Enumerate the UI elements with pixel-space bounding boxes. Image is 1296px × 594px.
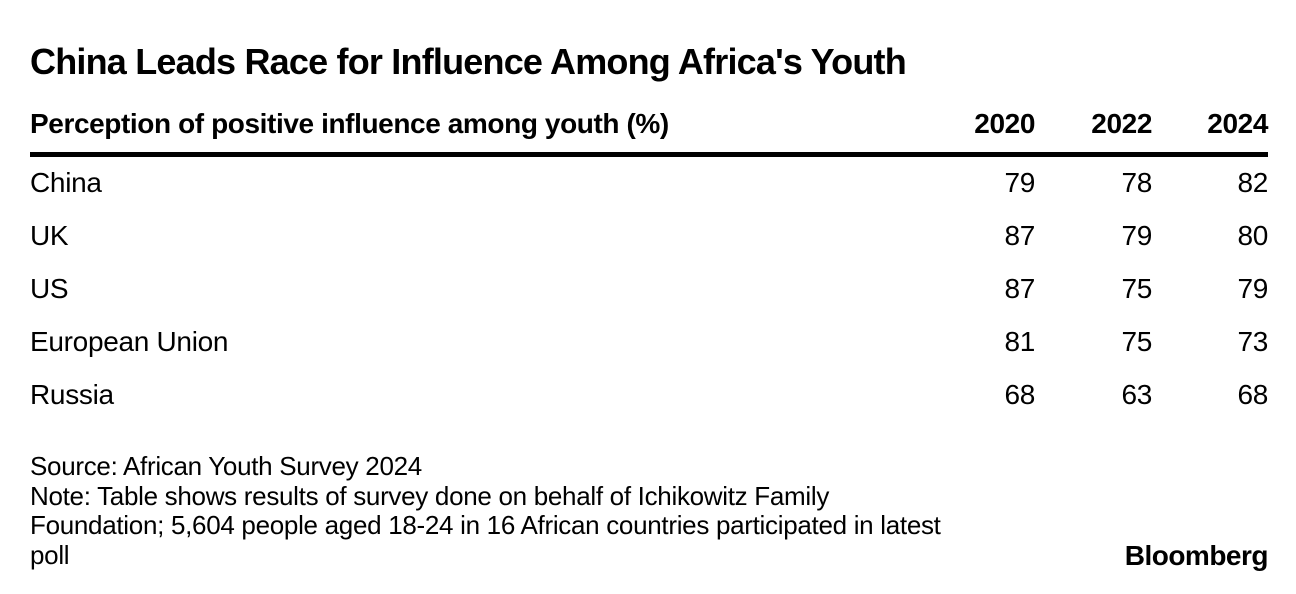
cell-2024: 68 bbox=[1237, 379, 1268, 410]
cell-2020: 87 bbox=[1004, 273, 1035, 304]
table-row-european-union: European Union 81 75 73 bbox=[30, 316, 1268, 369]
row-label: UK bbox=[30, 220, 69, 251]
cell-2024: 82 bbox=[1237, 167, 1268, 198]
cell-2022: 75 bbox=[1121, 326, 1152, 357]
note-text: Note: Table shows results of survey done… bbox=[30, 480, 1268, 571]
footer: Source: African Youth Survey 2024 Note: … bbox=[30, 451, 1268, 571]
table-body: China 79 78 82 UK 87 79 80 US 87 75 79 E… bbox=[30, 157, 1268, 422]
table-header-row: Perception of positive influence among y… bbox=[30, 110, 1268, 157]
table-row-china: China 79 78 82 bbox=[30, 157, 1268, 210]
cell-2024: 80 bbox=[1237, 220, 1268, 251]
column-header-2022: 2022 bbox=[1091, 108, 1152, 139]
cell-2022: 75 bbox=[1121, 273, 1152, 304]
column-header-2024: 2024 bbox=[1207, 108, 1268, 139]
table-subtitle: Perception of positive influence among y… bbox=[30, 108, 669, 139]
cell-2022: 79 bbox=[1121, 220, 1152, 251]
row-label: European Union bbox=[30, 326, 229, 357]
source-text: Source: African Youth Survey 2024 bbox=[30, 451, 422, 481]
table-row-us: US 87 75 79 bbox=[30, 263, 1268, 316]
chart-title: China Leads Race for Influence Among Afr… bbox=[30, 41, 907, 82]
note-line: Foundation; 5,604 people aged 18-24 in 1… bbox=[30, 510, 941, 540]
cell-2020: 79 bbox=[1004, 167, 1035, 198]
bloomberg-logo: Bloomberg bbox=[1124, 540, 1269, 571]
cell-2020: 87 bbox=[1004, 220, 1035, 251]
cell-2020: 68 bbox=[1004, 379, 1035, 410]
cell-2020: 81 bbox=[1004, 326, 1035, 357]
note-line: poll bbox=[30, 539, 70, 570]
cell-2024: 73 bbox=[1237, 326, 1268, 357]
cell-2022: 78 bbox=[1121, 167, 1152, 198]
table-row-russia: Russia 68 63 68 bbox=[30, 369, 1268, 422]
cell-2024: 79 bbox=[1237, 273, 1268, 304]
cell-2022: 63 bbox=[1121, 379, 1152, 410]
row-label: China bbox=[30, 167, 102, 198]
row-label: Russia bbox=[30, 379, 114, 410]
note-line: Note: Table shows results of survey done… bbox=[30, 480, 830, 511]
table-row-uk: UK 87 79 80 bbox=[30, 210, 1268, 263]
row-label: US bbox=[30, 273, 69, 304]
column-header-2020: 2020 bbox=[974, 108, 1035, 139]
